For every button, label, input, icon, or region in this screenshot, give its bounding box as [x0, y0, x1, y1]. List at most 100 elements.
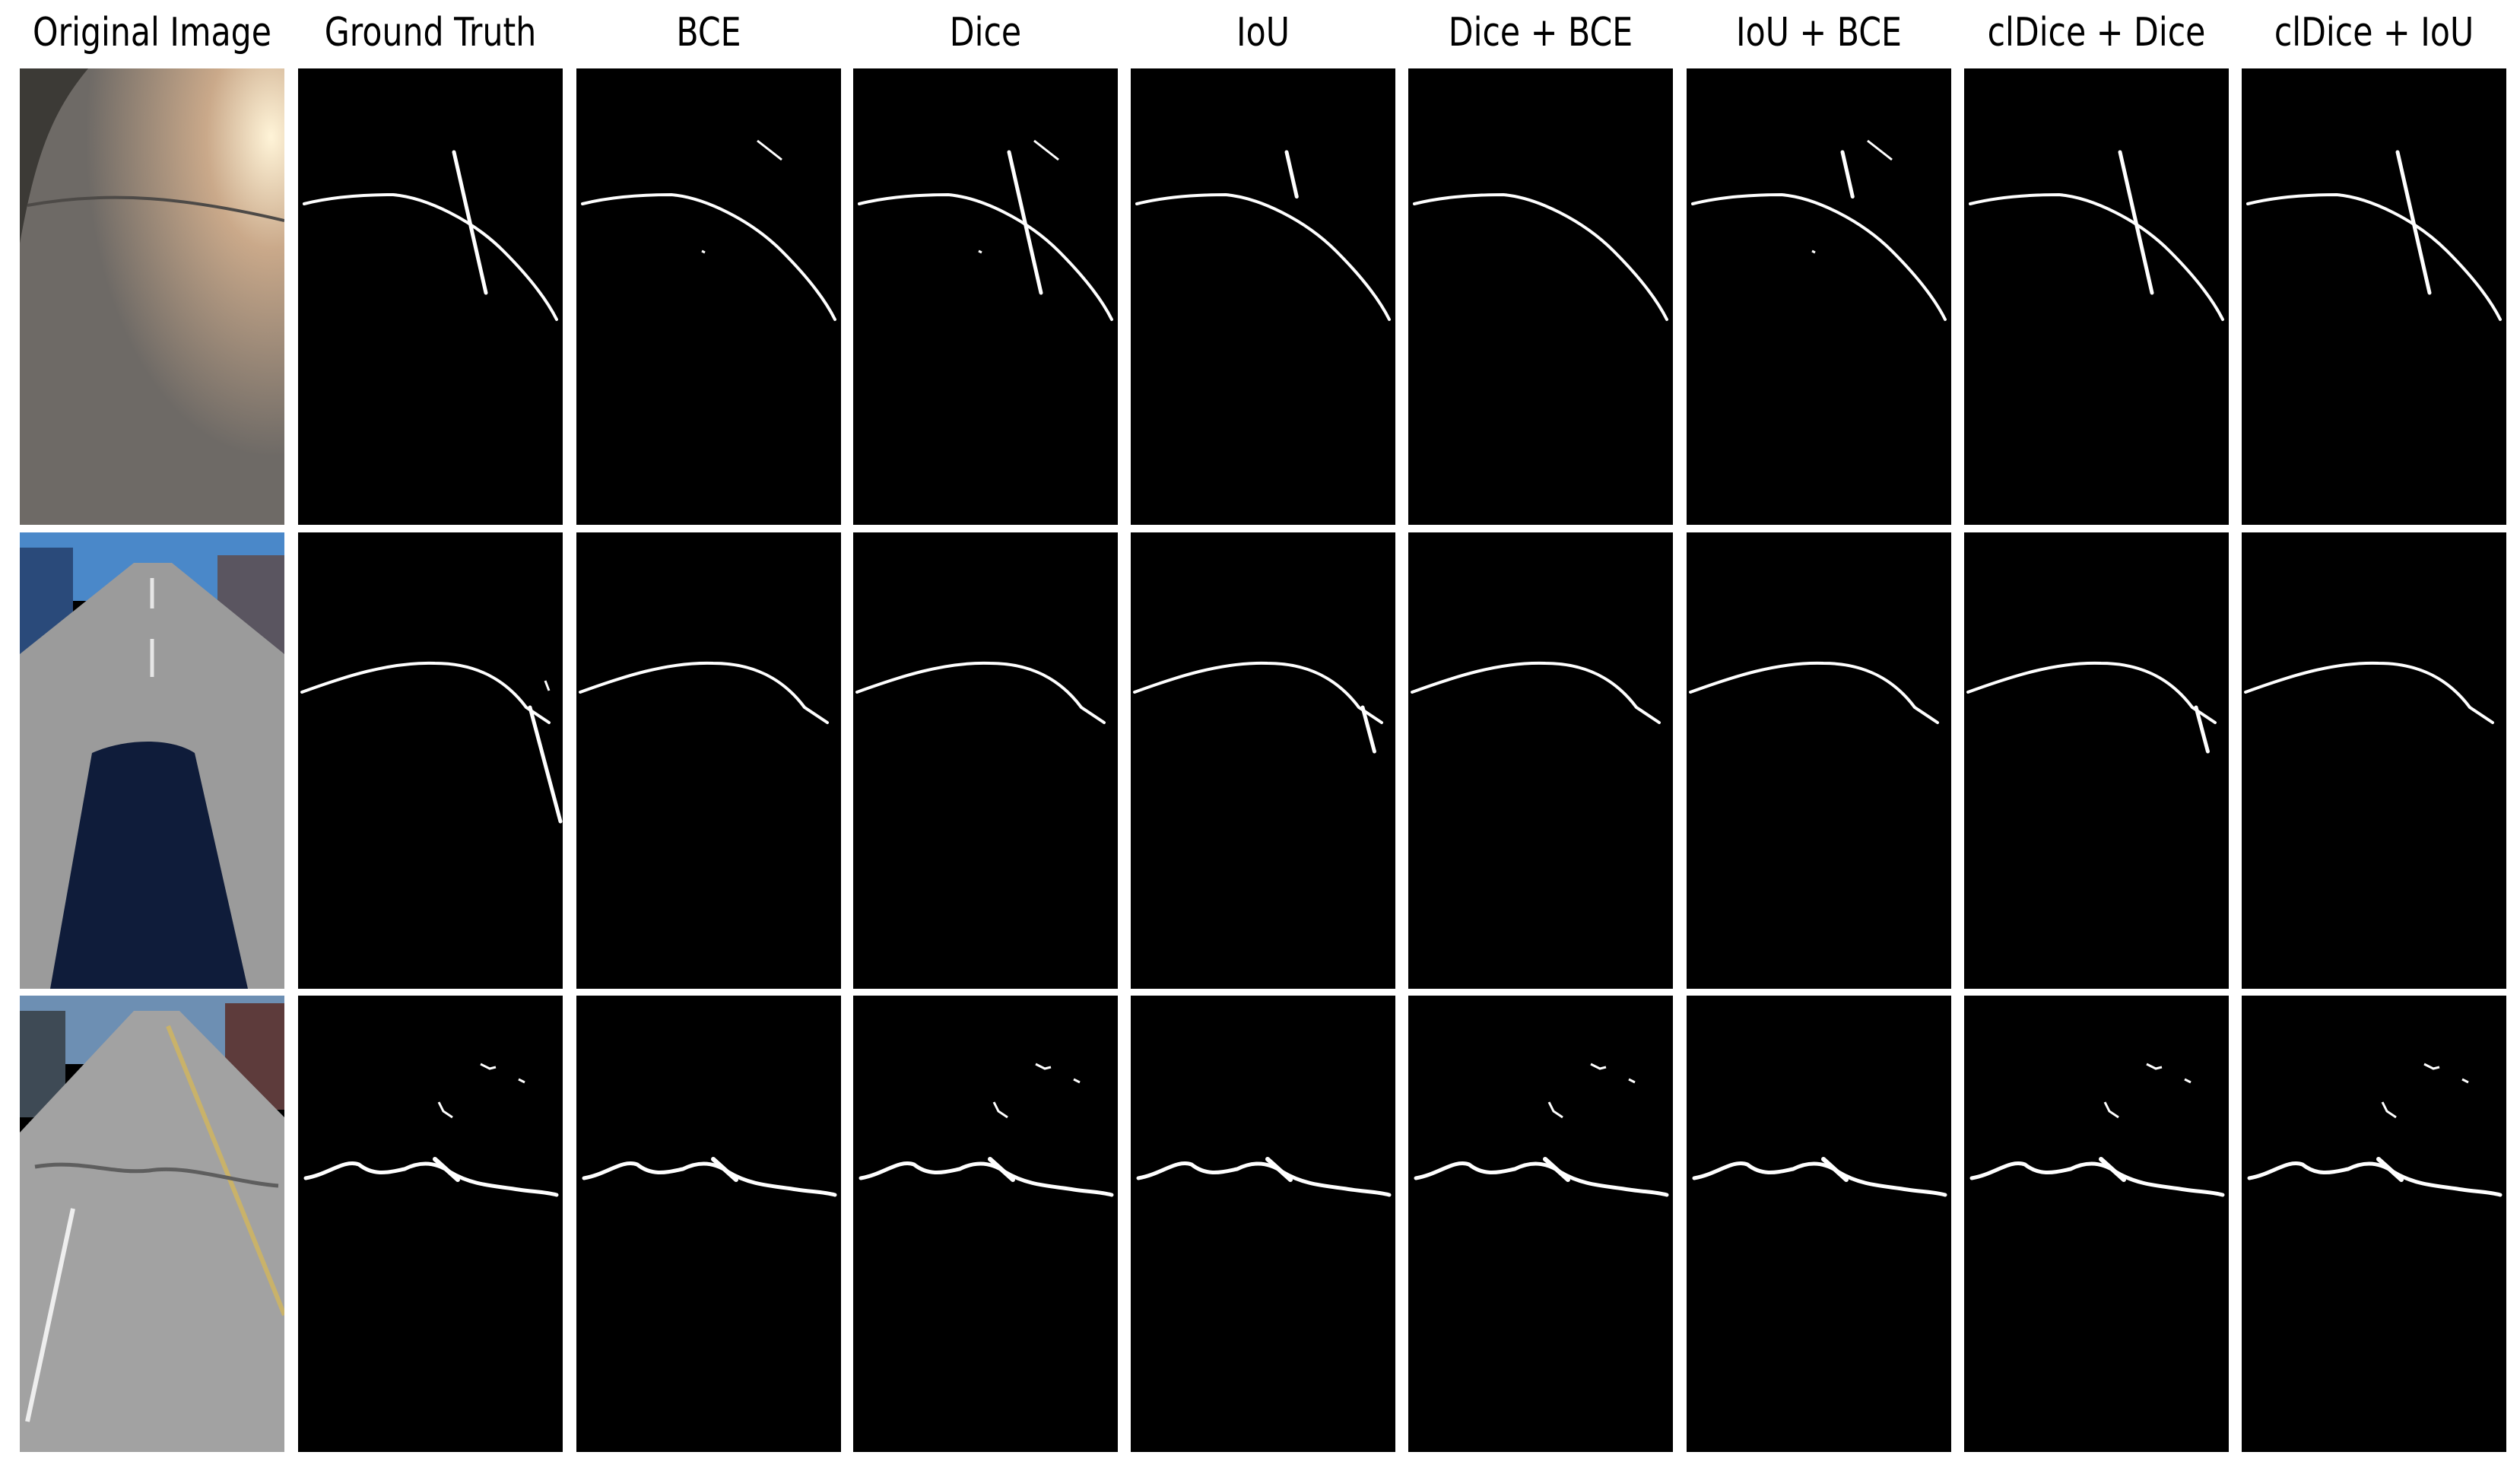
- mask-background: [2242, 996, 2506, 1452]
- mask-background: [1408, 996, 1673, 1452]
- original-image-panel: [20, 532, 284, 989]
- mask-background: [1687, 532, 1951, 989]
- crack-mask: [1840, 150, 1877, 295]
- crack-mask: [2118, 150, 2154, 295]
- crack-mask: [858, 192, 1113, 321]
- segmentation-mask: [853, 532, 1118, 989]
- crack-fragment: [544, 680, 551, 691]
- crack-fragment: [1867, 139, 1893, 161]
- road-surface: [20, 1011, 284, 1452]
- lane-marking: [25, 1208, 75, 1422]
- road-photo: [20, 996, 284, 1452]
- segmentation-mask: [2242, 68, 2506, 525]
- crack-mask: [1133, 661, 1383, 724]
- crack-mask: [1413, 192, 1668, 321]
- vehicle-shadow: [50, 742, 248, 989]
- mask-background: [853, 68, 1118, 525]
- crack-mask: [988, 1157, 1015, 1182]
- mask-panel: [1964, 532, 2229, 989]
- crack-mask: [2194, 705, 2229, 824]
- crack-mask: [711, 1157, 738, 1182]
- crack-fragment: [1033, 139, 1059, 161]
- crack-fragment: [2381, 1101, 2397, 1119]
- column-header: clDice + Dice: [1987, 10, 2206, 56]
- crack-mask: [1135, 192, 1391, 321]
- crack-mask: [1689, 661, 1939, 724]
- mask-background: [1131, 532, 1395, 989]
- crack-fragment: [2423, 1063, 2440, 1070]
- segmentation-mask: [576, 996, 841, 1452]
- crack-mask: [1821, 1157, 1849, 1182]
- crack-mask: [1966, 661, 2217, 724]
- mask-background: [1408, 532, 1673, 989]
- mask-panel: [298, 68, 563, 525]
- road-photo: [20, 532, 284, 989]
- segmentation-mask: [853, 996, 1118, 1452]
- column-header: Ground Truth: [324, 10, 537, 56]
- segmentation-mask: [1687, 532, 1951, 989]
- crack-mask: [855, 661, 1106, 724]
- crack-mask: [1284, 150, 1321, 295]
- mask-background: [576, 996, 841, 1452]
- crack-fragment: [1811, 249, 1816, 254]
- crack-line: [34, 1162, 279, 1188]
- crack-mask: [528, 705, 563, 824]
- crack-fragment: [1035, 1063, 1052, 1070]
- crack-mask: [1969, 1161, 2225, 1197]
- column-header: IoU + BCE: [1736, 10, 1902, 56]
- column-header: Dice: [949, 10, 1022, 56]
- road-photo: [20, 68, 284, 525]
- crack-fragment: [1590, 1063, 1607, 1070]
- crack-mask: [2244, 661, 2494, 724]
- mask-panel: [576, 532, 841, 989]
- mask-panel: [1687, 68, 1951, 525]
- crack-fragment: [2103, 1101, 2119, 1119]
- segmentation-mask: [1687, 996, 1951, 1452]
- mask-background: [1964, 68, 2229, 525]
- mask-panel: [1964, 68, 2229, 525]
- crack-mask: [2247, 1161, 2503, 1197]
- crack-mask: [433, 1157, 460, 1182]
- crack-fragment: [2461, 1078, 2469, 1084]
- segmentation-mask: [1964, 532, 2229, 989]
- crack-mask: [581, 192, 836, 321]
- crack-line: [27, 195, 284, 222]
- mask-panel: [576, 996, 841, 1452]
- mask-panel: [1131, 68, 1395, 525]
- mask-panel: [298, 996, 563, 1452]
- mask-background: [1131, 68, 1395, 525]
- crack-fragment: [992, 1101, 1008, 1119]
- crack-fragment: [2146, 1063, 2163, 1070]
- crack-mask: [1136, 1161, 1392, 1197]
- segmentation-mask: [2242, 996, 2506, 1452]
- mask-panel: [1687, 996, 1951, 1452]
- crack-mask: [452, 150, 488, 295]
- segmentation-mask: [2242, 532, 2506, 989]
- crack-fragment: [757, 139, 782, 161]
- crack-fragment: [1628, 1078, 1636, 1084]
- mask-panel: [298, 532, 563, 989]
- mask-panel: [853, 68, 1118, 525]
- road-edge: [20, 68, 88, 243]
- mask-background: [1687, 68, 1951, 525]
- crack-fragment: [1073, 1078, 1081, 1084]
- crack-mask: [2376, 1157, 2404, 1182]
- mask-background: [576, 68, 841, 525]
- mask-panel: [1408, 996, 1673, 1452]
- segmentation-mask: [1964, 68, 2229, 525]
- mask-background: [853, 996, 1118, 1452]
- mask-background: [298, 68, 563, 525]
- segmentation-mask: [1964, 996, 2229, 1452]
- original-image-panel: [20, 996, 284, 1452]
- segmentation-mask: [1131, 68, 1395, 525]
- segmentation-mask: [1408, 532, 1673, 989]
- crack-fragment: [480, 1063, 497, 1070]
- crack-mask: [303, 192, 558, 321]
- mask-panel: [576, 68, 841, 525]
- segmentation-mask: [298, 996, 563, 1452]
- mask-background: [2242, 532, 2506, 989]
- original-image-panel: [20, 68, 284, 525]
- column-header: BCE: [676, 10, 741, 56]
- column-header: IoU: [1236, 10, 1290, 56]
- mask-background: [1131, 996, 1395, 1452]
